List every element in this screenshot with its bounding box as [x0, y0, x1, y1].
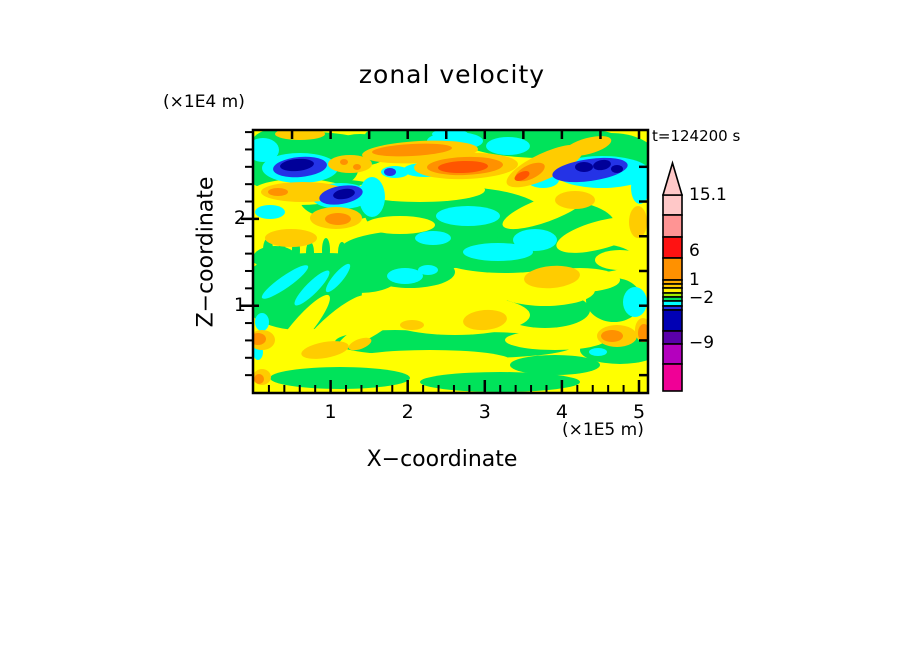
- contour-blob: [556, 217, 644, 253]
- contour-blob: [268, 188, 288, 196]
- colorbar: [661, 160, 684, 392]
- contour-blob: [436, 206, 500, 226]
- contour-blob: [270, 367, 410, 389]
- contour-blob: [265, 229, 317, 247]
- x-tick-label: 1: [324, 401, 337, 423]
- contour-blob: [638, 324, 648, 342]
- contour-blob: [322, 238, 330, 262]
- contour-blob: [555, 191, 595, 209]
- contour-blob: [432, 130, 468, 139]
- contour-blob: [380, 295, 530, 335]
- colorbar-tick-label: 6: [689, 241, 700, 261]
- contour-blob: [387, 268, 423, 284]
- y-axis-units: (×1E4 m): [163, 92, 245, 112]
- contour-blob: [253, 138, 279, 162]
- contour-blob: [355, 178, 485, 202]
- x-tick-label: 5: [632, 401, 646, 423]
- x-tick-label: 3: [478, 401, 491, 423]
- time-annotation: t=124200 s: [652, 127, 741, 145]
- contour-blob: [261, 265, 309, 299]
- contour-blob: [595, 250, 645, 270]
- axis-ticks: [241, 130, 648, 393]
- contour-blob: [593, 159, 611, 171]
- contour-blob: [303, 295, 367, 349]
- contour-blob: [280, 158, 314, 172]
- contour-blob: [589, 348, 607, 356]
- contour-blob: [513, 229, 557, 251]
- contour-blob: [359, 177, 385, 217]
- contour-blob: [325, 213, 351, 225]
- contour-blob: [629, 206, 647, 238]
- contour-blob: [514, 171, 530, 181]
- colorbar-segment: [662, 343, 683, 365]
- contour-blob: [611, 165, 623, 173]
- contour-blob: [400, 320, 424, 330]
- contour-blob: [275, 130, 325, 140]
- contour-blob: [255, 205, 285, 219]
- x-axis-label: X−coordinate: [366, 447, 518, 472]
- contour-blob: [350, 350, 510, 370]
- contour-blob: [631, 172, 648, 204]
- contour-blob: [505, 330, 605, 350]
- y-tick-label: 2: [233, 206, 246, 229]
- contour-blob: [306, 242, 314, 262]
- x-axis-units: (×1E5 m): [562, 420, 644, 440]
- contour-blob: [372, 143, 452, 157]
- contour-blob: [328, 155, 372, 173]
- contour-blob: [368, 243, 376, 261]
- contour-blob: [365, 216, 435, 234]
- colorbar-segment: [662, 330, 683, 345]
- contour-blob: [333, 188, 355, 200]
- contour-blob: [340, 159, 348, 165]
- x-tick-label: 2: [401, 401, 414, 423]
- colorbar-segment: [662, 236, 683, 259]
- contour-blob: [623, 287, 647, 317]
- colorbar-segment: [662, 194, 683, 216]
- contour-blob: [415, 231, 451, 245]
- contour-blob: [510, 355, 600, 375]
- colorbar-segment: [662, 309, 683, 332]
- contour-blob: [270, 294, 330, 366]
- y-tick-label: 1: [233, 293, 246, 316]
- contour-blob: [463, 309, 507, 331]
- contour-blob: [301, 341, 349, 359]
- colorbar-tick-label: 1: [689, 270, 700, 290]
- contour-blob: [253, 333, 266, 345]
- contour-blob: [255, 313, 269, 331]
- contour-field: [253, 130, 648, 393]
- colorbar-tick-label: −9: [689, 333, 715, 353]
- contour-blob: [420, 372, 580, 392]
- contour-blob: [348, 337, 372, 351]
- contour-blob: [254, 374, 264, 384]
- contour-blob: [353, 164, 361, 170]
- colorbar-segment: [662, 257, 683, 281]
- contour-blob: [325, 263, 351, 293]
- y-axis-label: Z−coordinate: [193, 176, 219, 328]
- colorbar-tick-label: −2: [689, 288, 715, 308]
- colorbar-segment: [662, 214, 683, 238]
- contour-blob: [524, 265, 580, 289]
- contour-blob: [294, 270, 330, 306]
- colorbar-arrow-icon: [661, 160, 684, 196]
- contour-blob: [384, 168, 396, 176]
- colorbar-tick-label: 15.1: [689, 185, 727, 205]
- colorbar-segment: [662, 363, 683, 392]
- contour-blob: [354, 239, 362, 261]
- contour-blob: [601, 330, 623, 342]
- contour-blob: [253, 246, 297, 270]
- plot-border: [251, 128, 650, 395]
- contour-blob: [575, 162, 593, 172]
- x-tick-label: 4: [555, 401, 568, 423]
- chart-title: zonal velocity: [358, 60, 546, 89]
- contour-blob: [486, 137, 530, 155]
- contour-blob: [438, 160, 488, 174]
- contour-blob: [418, 265, 438, 275]
- contour-blob: [564, 136, 612, 156]
- contour-blob: [365, 130, 415, 143]
- contour-blob: [463, 243, 533, 261]
- contour-blob: [338, 242, 346, 262]
